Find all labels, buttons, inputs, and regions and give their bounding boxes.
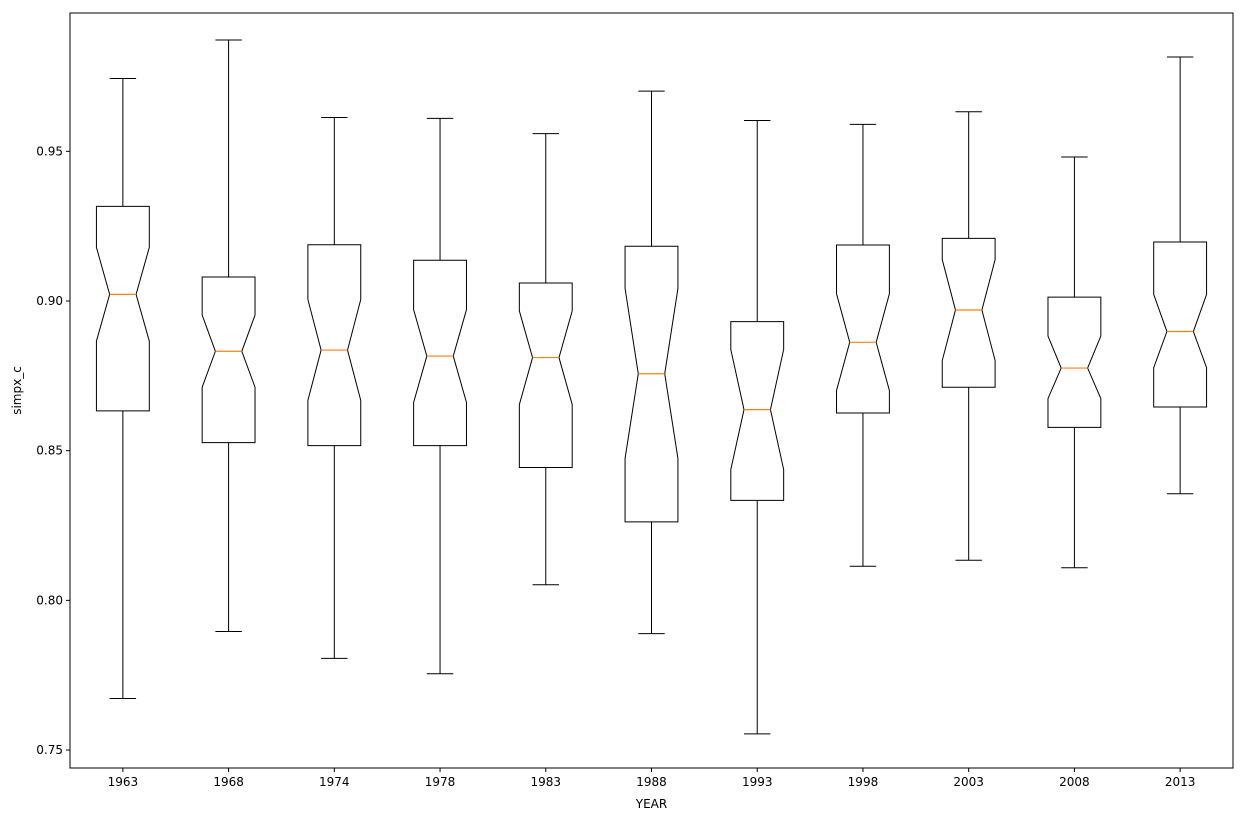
box-1963 [95,78,150,700]
y-tick-label: 0.80 [36,593,63,607]
box-body [413,259,467,447]
box-1998 [836,123,890,567]
box-body [1047,296,1102,428]
x-tick-label: 1983 [530,775,561,789]
x-tick-label: 2008 [1059,775,1090,789]
box-1988 [624,90,679,635]
y-axis: 0.75 0.80 0.85 0.90 0.95 [36,144,70,757]
y-tick-label: 0.85 [36,444,63,458]
boxes [95,39,1208,735]
box-body [836,244,890,414]
x-tick-label: 2013 [1165,775,1196,789]
y-tick-label: 0.75 [36,743,63,757]
box-body [518,282,573,468]
box-body [201,276,256,444]
y-axis-label: simpx_c [10,366,24,415]
box-body [1153,241,1208,408]
box-body [941,237,996,388]
box-2003 [941,111,996,561]
x-tick-label: 2003 [953,775,984,789]
box-2008 [1047,156,1102,569]
box-body [624,245,679,523]
x-tick-label: 1963 [108,775,139,789]
y-tick-label: 0.90 [36,294,63,308]
box-body [95,205,150,412]
box-2013 [1153,56,1208,495]
x-tick-label: 1998 [848,775,879,789]
x-axis-label: YEAR [635,797,667,811]
box-1968 [201,39,256,632]
box-1993 [730,119,785,735]
x-axis: 1963 1968 1974 1978 1983 1988 1993 1998 2003 2008… [108,768,1196,789]
box-body [307,244,362,447]
x-tick-label: 1988 [636,775,667,789]
box-1983 [518,133,573,586]
box-body [730,321,785,501]
x-tick-label: 1974 [319,775,350,789]
y-tick-label: 0.95 [36,144,63,158]
x-tick-label: 1993 [742,775,773,789]
x-tick-label: 1978 [425,775,456,789]
x-tick-label: 1968 [213,775,244,789]
box-1978 [413,117,467,675]
box-1974 [307,116,362,659]
